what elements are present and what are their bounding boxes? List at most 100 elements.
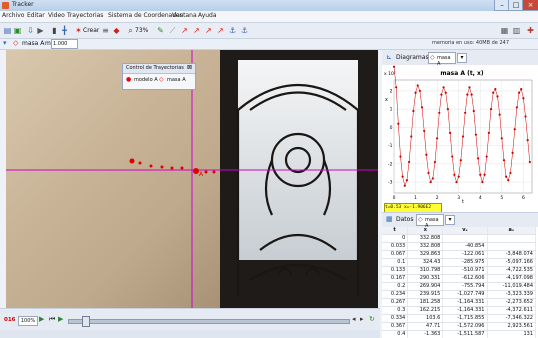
frame-forward-icon[interactable]: ▸ [360,315,364,323]
table-row[interactable]: 0.4 -1.363 -1,511.587 131 [382,330,536,338]
menu-ventana[interactable]: Ventana [172,12,197,19]
timeline-handle[interactable] [82,316,90,327]
zoom-value[interactable]: 73% [135,27,149,34]
model-a-button[interactable]: modelo A [134,77,158,83]
table-row[interactable]: 0.133 310.798 -510.971 -4,722.535 [382,266,536,275]
menu-editar[interactable]: Editar [27,12,45,19]
menu-ayuda[interactable]: Ayuda [198,12,217,19]
step-back-icon[interactable]: ⏮ [49,315,56,323]
table-track-chevron-icon[interactable]: ▾ [445,215,455,225]
create-button[interactable]: Crear [83,27,100,34]
plot-point [509,171,512,175]
print-icon[interactable]: ▥ [512,26,521,35]
plot-point [524,115,527,118]
track-icon[interactable]: ◆ [113,26,120,35]
table-header-cell[interactable]: aₓ [487,227,536,235]
table-tab[interactable]: Datos [396,216,414,223]
table-row[interactable]: 0 332.808 [382,234,536,243]
label-icon[interactable]: ↗ [205,26,212,35]
table-header-cell[interactable]: x [407,227,444,235]
notes-icon[interactable]: ▦ [500,26,509,35]
table-row[interactable]: 0.167 290.331 -612.606 -4,197.098 [382,274,536,283]
table-row[interactable]: 0.3 162.215 -1,164.331 -4,372.611 [382,306,536,315]
plot-tab[interactable]: Diagramas [396,54,429,61]
table-cell [487,234,536,243]
plot-point [494,88,497,91]
ruler-icon[interactable]: ≡ [102,26,109,35]
table-icon: ▦ [386,215,393,223]
filter-icon[interactable]: ⟋ [169,26,176,35]
plot-point [526,139,529,142]
timeline-slider[interactable] [68,319,350,324]
table-row[interactable]: 0.234 239.915 -1,027.749 -3,323.339 [382,290,536,299]
dropdown-icon[interactable]: ▾ [3,39,7,47]
table-track-select[interactable]: ◇ masa A [416,214,444,229]
mass-label[interactable]: masa A [22,40,45,47]
menu-archivo[interactable]: Archivo [2,12,25,19]
plot-track-select[interactable]: ◇ masa A [428,52,456,67]
plot-point [444,91,447,94]
open-icon[interactable]: ▤ [3,26,12,35]
menu-trayectorias[interactable]: Trayectorias [67,12,104,19]
step-icon[interactable]: ▶ [58,315,64,323]
axes-icon[interactable]: ╋ [62,26,67,35]
vector-icon[interactable]: ↗ [217,26,224,35]
path-icon[interactable]: ↗ [181,26,188,35]
trail-icon[interactable]: ↗ [193,26,200,35]
table-cell: 131 [487,330,536,338]
zoom-icon[interactable]: ⌕ [128,26,133,35]
mass-field[interactable]: 1.000 [51,39,78,49]
table-row[interactable]: 0.2 269.904 -755.794 -11,019.484 [382,282,536,291]
data-table[interactable]: t x vₓ aₓ 0 332.808 0.033 332.808 -40.854 0.067 32… [382,227,538,338]
table-row[interactable]: 0.033 332.808 -40.854 [382,242,536,251]
plot-track-chevron-icon[interactable]: ▾ [457,53,467,63]
menu-sistema[interactable]: Sistema de Coordenadas [108,12,183,19]
plot-point [412,109,415,113]
table-cell: -3,323.339 [487,290,536,299]
table-cell: 0.167 [382,274,409,283]
table-header-cell[interactable]: t [382,227,409,235]
plot-point [472,109,475,113]
close-icon[interactable]: × [522,0,538,11]
mass-a-button[interactable]: masa A [167,77,186,83]
table-row[interactable]: 0.067 329.863 -122.061 -3,848.074 [382,250,536,259]
plot-track-icon: ◇ [430,54,435,61]
help-icon[interactable]: ✚ [527,26,534,35]
plot-ylabel: x [385,97,388,103]
video-view[interactable]: A [6,50,378,308]
table-cell: 269.904 [407,282,444,291]
play-icon[interactable]: ▶ [39,315,45,323]
import-icon[interactable]: ⇩ [27,26,34,35]
pencil-icon[interactable]: ✎ [157,26,164,35]
close-panel-icon[interactable]: ⊠ [187,64,193,71]
rate-field[interactable]: 100% [18,316,38,326]
loop-icon[interactable]: ↻ [369,315,375,323]
video-icon[interactable]: ▶ [37,26,44,35]
table-header-cell[interactable]: vₓ [442,227,488,235]
frame-back-icon[interactable]: ◂ [352,315,356,323]
table-row[interactable]: 0.367 47.71 -1,572.096 2,923.561 [382,322,536,331]
create-icon[interactable]: ✶ [75,26,82,35]
plot-svg[interactable]: 0 1 2 3 4 5 6 2 1 0 -1 -2 -3 masa A (t, x) x 10² x t [382,65,538,215]
table-row[interactable]: 0.1 324.43 -285.975 -5,097.166 [382,258,536,267]
plot-point [423,129,426,133]
track-control-panel[interactable]: Control de Trayectorias ⊠ ● modelo A ◇ m… [122,63,196,90]
save-icon[interactable]: ▣ [13,26,22,35]
plot-y-tick-label: -2 [388,161,393,167]
plot-point [517,91,521,94]
frame-counter[interactable]: 016 [4,317,16,323]
plot-point [425,153,428,156]
table-cell: 0.033 [382,242,409,251]
plot-point [451,155,454,158]
table-cell: 0.334 [382,314,409,323]
data-tool-icon[interactable]: ⚓ [240,26,249,35]
plot-point [476,157,480,160]
table-cell: -1,164.331 [442,306,488,315]
mass-icon: ◇ [13,39,19,47]
plot-point [513,128,516,131]
fit-icon[interactable]: ⚓ [228,26,237,35]
menu-video[interactable]: Video [48,12,65,19]
table-row[interactable]: 0.267 181.258 -1,164.331 -2,273.652 [382,298,536,307]
table-row[interactable]: 0.334 103.6 -1,715.855 -7,346.322 [382,314,536,323]
clip-settings-icon[interactable]: ▮ [52,26,57,35]
